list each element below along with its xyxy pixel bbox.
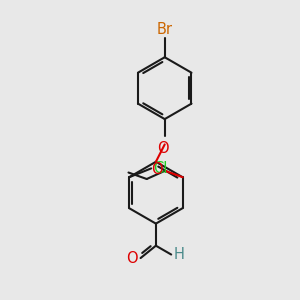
Text: O: O bbox=[158, 141, 169, 156]
Text: Cl: Cl bbox=[153, 161, 167, 176]
Text: Br: Br bbox=[157, 22, 173, 37]
Text: O: O bbox=[151, 162, 163, 177]
Text: O: O bbox=[127, 250, 138, 266]
Text: H: H bbox=[174, 247, 184, 262]
